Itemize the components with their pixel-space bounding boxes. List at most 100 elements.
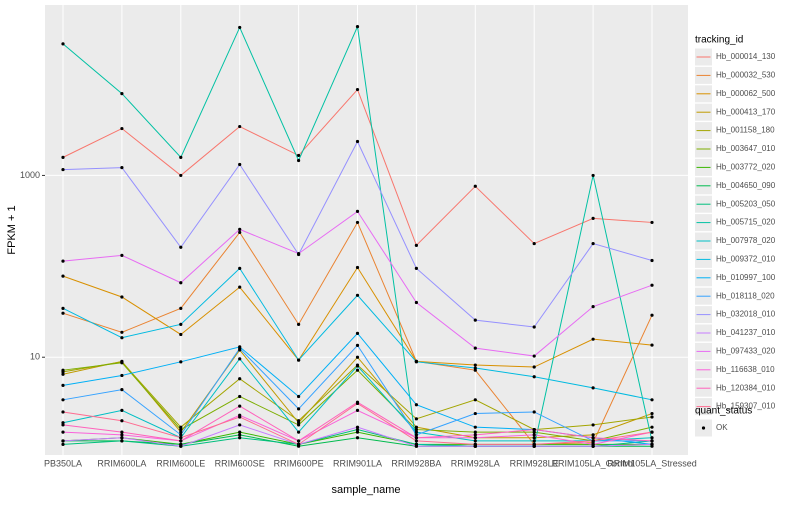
legend-title: quant_status [695, 406, 752, 417]
data-point [355, 139, 360, 144]
y-tick-label: 1000 [20, 170, 40, 180]
data-point [473, 430, 477, 434]
data-point [179, 155, 183, 159]
legend-swatch [701, 426, 706, 430]
data-point [355, 220, 360, 225]
data-point [238, 377, 242, 381]
data-point [532, 439, 536, 443]
legend-label: Hb_041237_010 [716, 328, 776, 337]
data-point [179, 332, 183, 337]
legend-label: Hb_000032_530 [716, 71, 776, 80]
data-point [473, 433, 477, 437]
data-point [650, 283, 654, 287]
data-point [297, 394, 301, 399]
data-point [532, 436, 536, 440]
data-point [179, 322, 183, 326]
x-tick-label: RRIM928LA [451, 458, 500, 468]
data-point [355, 427, 360, 432]
data-point [120, 388, 124, 392]
data-point [61, 439, 65, 443]
data-point [473, 425, 477, 429]
data-point [532, 433, 536, 437]
data-point [414, 425, 418, 429]
legend-label: Hb_005715_020 [716, 218, 776, 227]
data-point [238, 404, 242, 408]
data-point [238, 394, 242, 399]
data-point [179, 427, 183, 432]
data-point [414, 433, 418, 437]
data-point [591, 436, 595, 440]
data-point [61, 368, 65, 372]
data-point [591, 173, 595, 178]
legend-label: Hb_000014_130 [716, 52, 776, 61]
data-point [473, 439, 477, 443]
legend-label: OK [716, 423, 728, 432]
legend-label: Hb_116638_010 [716, 365, 775, 374]
x-tick-label: RRIM928LE [510, 458, 559, 468]
data-point [532, 430, 536, 434]
data-point [297, 407, 301, 411]
data-point [179, 425, 183, 429]
x-tick-label: RRIM600SE [215, 458, 265, 468]
data-point [355, 209, 360, 214]
data-point [591, 241, 595, 246]
data-point [473, 366, 477, 370]
data-point [61, 42, 65, 46]
data-point [532, 365, 536, 369]
data-point [532, 375, 536, 379]
data-point [650, 313, 654, 317]
data-point [179, 173, 183, 178]
data-point [297, 358, 301, 362]
data-point [473, 184, 477, 188]
data-point [61, 167, 65, 172]
data-point [591, 305, 595, 309]
data-point [650, 430, 654, 434]
data-point [61, 259, 65, 263]
data-point [650, 220, 654, 225]
x-tick-label: RRIM901LA [333, 458, 382, 468]
data-point [414, 439, 418, 443]
data-point [61, 372, 65, 376]
data-point [355, 364, 360, 368]
data-point [297, 252, 301, 256]
data-point [414, 444, 418, 448]
data-point [297, 158, 301, 163]
data-point [650, 436, 654, 440]
data-point [238, 423, 242, 427]
data-point [120, 126, 124, 131]
data-point [297, 423, 301, 427]
x-tick-label: RRIM600LE [156, 458, 205, 468]
data-point [179, 444, 183, 448]
data-point [120, 439, 124, 443]
data-point [297, 153, 301, 158]
data-point [61, 311, 65, 315]
data-point [473, 346, 477, 350]
data-point [179, 436, 183, 440]
x-tick-label: RRIM928BA [391, 458, 441, 468]
y-tick-label: 10 [30, 352, 40, 362]
data-point [238, 430, 242, 434]
data-point [61, 383, 65, 387]
data-point [120, 430, 124, 434]
data-point [591, 337, 595, 341]
data-point [532, 354, 536, 358]
data-point [532, 241, 536, 246]
x-tick-label: RRIM600LA [97, 458, 146, 468]
data-point [238, 124, 242, 129]
data-point [179, 245, 183, 249]
data-point [297, 442, 301, 446]
legend-label: Hb_000413_170 [716, 107, 776, 116]
data-point [414, 403, 418, 407]
data-point [238, 162, 242, 167]
data-point [61, 430, 65, 434]
data-point [650, 439, 654, 443]
data-point [61, 423, 65, 427]
data-point [414, 436, 418, 440]
data-point [355, 87, 360, 92]
data-point [179, 439, 183, 443]
data-point [650, 258, 654, 263]
data-point [355, 343, 360, 347]
data-point [473, 442, 477, 446]
legend-label: Hb_159307_010 [716, 402, 776, 411]
data-point [591, 423, 595, 427]
